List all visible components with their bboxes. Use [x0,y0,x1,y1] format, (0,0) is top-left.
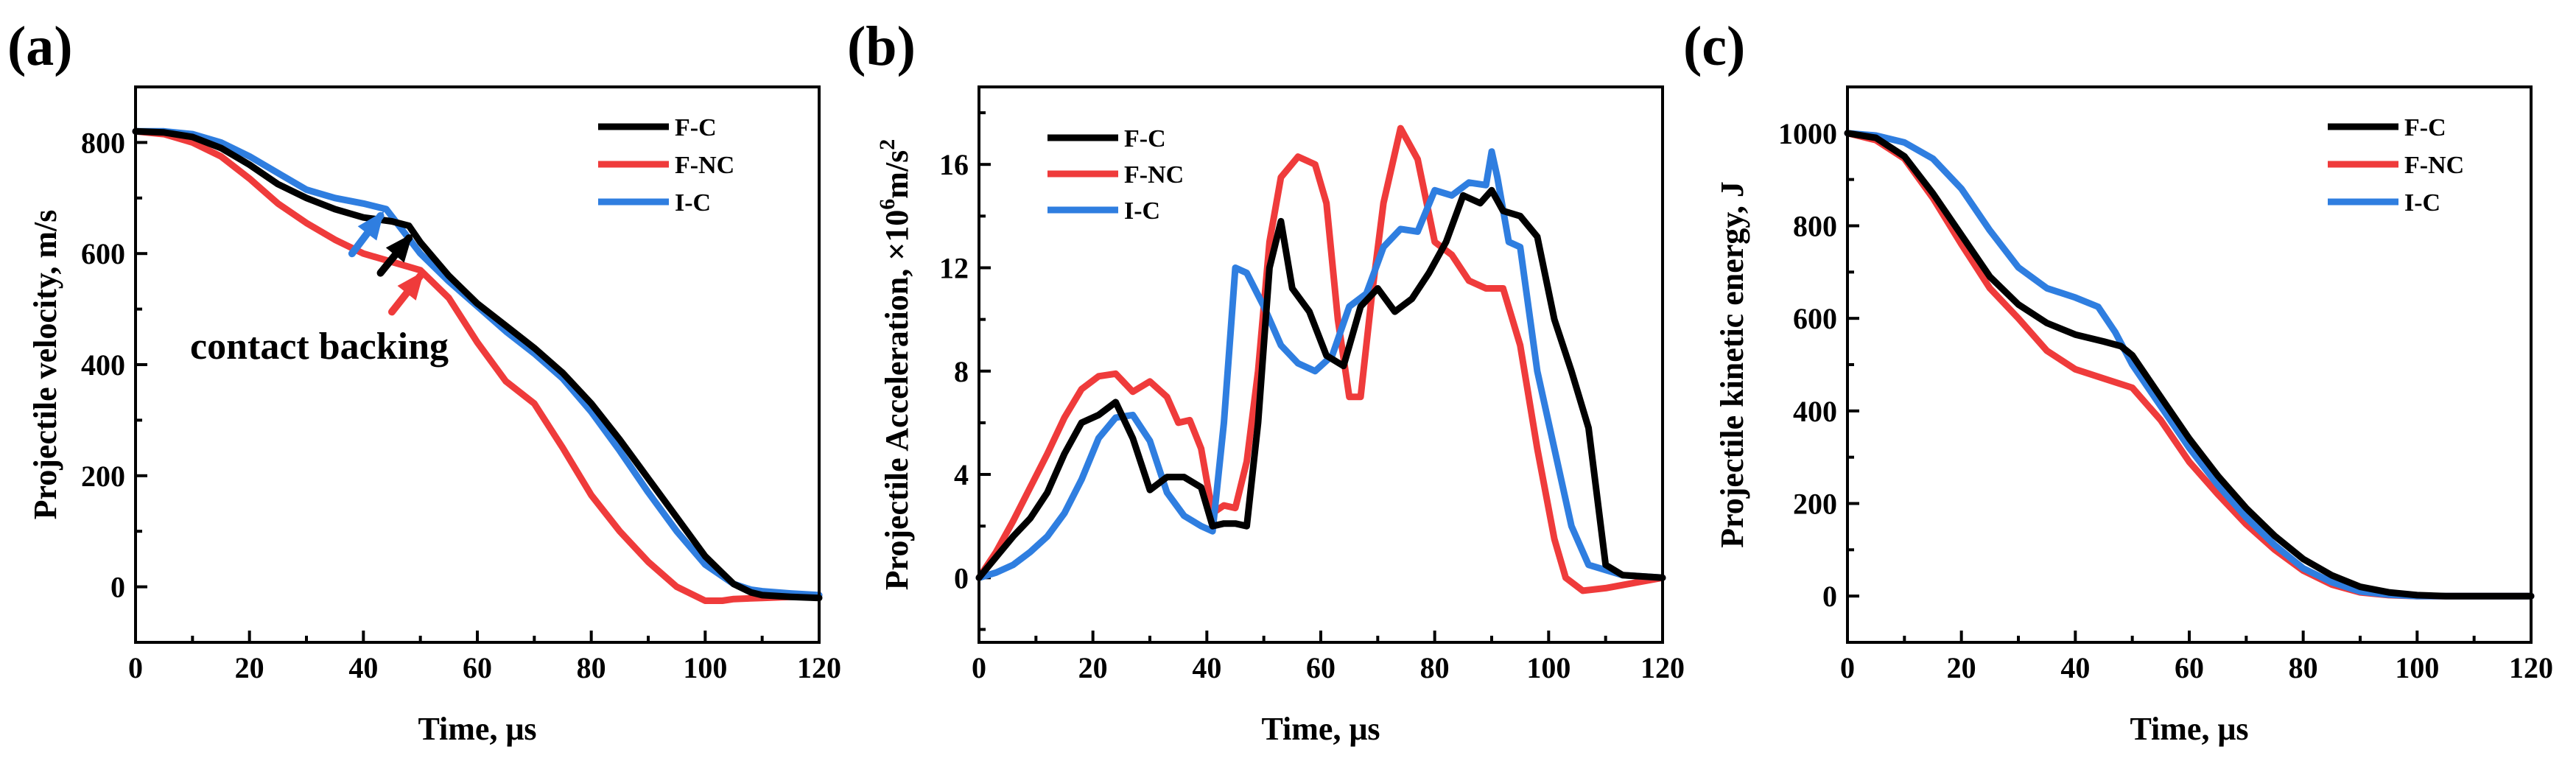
x-tick-label: 20 [235,651,264,684]
x-tick-label: 120 [797,651,841,684]
y-tick-label: 12 [939,251,969,284]
series-c-i-c [1844,130,2535,600]
legend-c-fc-label: F-C [2404,114,2446,141]
legend-a-ic-label: I-C [675,189,711,217]
x-tick-label: 60 [1306,651,1336,684]
x-tick-label: 40 [348,651,378,684]
series-b-f-c [975,186,1666,581]
legend-a-fnc-label: F-NC [675,152,734,179]
y-tick-label: 400 [1793,395,1837,428]
legend-c-fnc-label: F-NC [2404,152,2464,179]
x-tick-label: 100 [2395,651,2439,684]
panel-a: (a) 0 20 40 60 80 100 120 0 200 400 600 800 contact… [7,15,841,747]
series-a-f-c [132,127,823,602]
panel-b-series [975,124,1666,594]
panel-b-axes-frame [978,85,1664,644]
panel-c-series [1844,130,2535,600]
x-tick-label: 20 [1078,651,1108,684]
panel-a-series [132,127,823,604]
x-tick-label: 20 [1947,651,1976,684]
y-tick-label: 4 [954,458,969,491]
panel-c-x-axis-label: Time, μs [2130,711,2248,747]
y-tick-label: 0 [110,571,125,604]
panel-b-y-axis-unit-exp: 2 [875,139,899,150]
legend-b-fnc-label: F-NC [1124,161,1184,189]
panel-a-axes-frame [134,85,821,644]
y-tick-label: 600 [81,237,125,270]
y-tick-label: 200 [81,460,125,493]
panel-c-ticks: 0 20 40 60 80 100 120 0 200 400 600 800 1000 [1778,117,2553,684]
panel-b-ticks: 0 20 40 60 80 100 120 0 4 8 12 16 [939,111,1685,684]
panel-b-legend: F-C F-NC I-C [1047,125,1184,225]
y-tick-label: 16 [939,148,969,181]
y-tick-label: 200 [1793,488,1837,521]
y-tick-label: 800 [81,126,125,159]
panel-a-legend: F-C F-NC I-C [598,114,734,217]
legend-b-ic-label: I-C [1124,197,1160,225]
x-tick-label: 100 [1526,651,1570,684]
y-tick-label: 0 [954,561,969,594]
contact-arrowhead-f-nc [397,271,424,301]
panel-b-y-axis-label: Projectile Acceleration, ×106m/s2 [875,139,915,591]
contact-backing-annotation: contact backing [190,326,449,368]
x-tick-label: 40 [1192,651,1221,684]
x-tick-label: 80 [1420,651,1450,684]
panel-a-y-axis-label: Projectile velocity, m/s [27,210,63,520]
x-tick-label: 60 [2175,651,2204,684]
panel-c-y-axis-label: Projectile kinetic energy, J [1714,181,1750,548]
series-b-f-nc [975,124,1666,594]
y-tick-label: 800 [1793,210,1837,243]
panel-a-arrows [348,211,424,316]
contact-arrowhead-i-c [357,211,385,241]
panel-b-y-axis-prefix: Projectile Acceleration, ×10 [879,210,915,591]
x-tick-label: 0 [128,651,143,684]
panel-b-label: (b) [847,15,916,77]
panel-a-x-axis-label: Time, μs [418,711,536,747]
legend-b-fc-label: F-C [1124,125,1166,152]
panel-b-y-axis-exp: 6 [875,199,899,210]
panel-c-legend: F-C F-NC I-C [2328,114,2464,217]
panel-c-axes-frame [1846,85,2533,644]
x-tick-label: 60 [463,651,492,684]
x-tick-label: 120 [2509,651,2553,684]
contact-arrowhead-f-c [385,233,413,263]
panel-c: (c) 0 20 40 60 80 100 120 0 200 400 600 800 1000 F-C… [1683,15,2553,747]
series-b-i-c [975,148,1666,581]
panel-c-label: (c) [1683,15,1745,77]
series-a-f-nc [132,127,823,604]
panel-a-label: (a) [7,15,73,77]
y-tick-label: 1000 [1778,117,1837,150]
panel-b-x-axis-label: Time, μs [1261,711,1380,747]
x-tick-label: 80 [577,651,606,684]
x-tick-label: 0 [972,651,986,684]
panel-b-y-axis-unit: m/s [879,150,915,199]
y-tick-label: 400 [81,348,125,382]
legend-a-fc-label: F-C [675,114,717,141]
x-tick-label: 40 [2060,651,2090,684]
y-tick-label: 8 [954,355,969,388]
x-tick-label: 0 [1840,651,1855,684]
y-tick-label: 0 [1822,580,1837,613]
series-c-f-c [1844,130,2535,600]
y-tick-label: 600 [1793,302,1837,335]
x-tick-label: 100 [683,651,727,684]
x-tick-label: 80 [2289,651,2318,684]
legend-c-ic-label: I-C [2404,189,2440,217]
x-tick-label: 120 [1640,651,1685,684]
